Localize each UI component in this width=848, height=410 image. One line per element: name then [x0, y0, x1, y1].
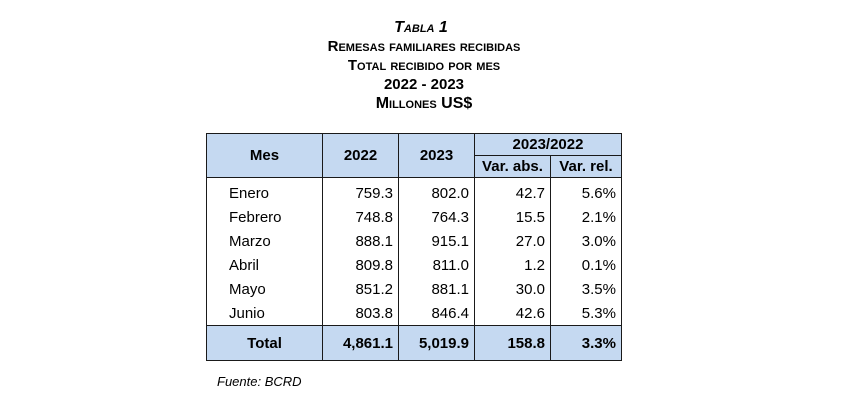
cell-var-abs: 27.0 — [474, 229, 551, 253]
cell-2023: 846.4 — [398, 301, 475, 326]
header-group-2023-2022: 2023/2022 — [474, 133, 622, 156]
cell-mes: Enero — [206, 177, 323, 205]
table-row: Mayo 851.2 881.1 30.0 3.5% — [206, 277, 622, 301]
cell-2023: 764.3 — [398, 205, 475, 229]
cell-var-abs: 42.6 — [474, 301, 551, 326]
table-row: Marzo 888.1 915.1 27.0 3.0% — [206, 229, 622, 253]
header-var-abs: Var. abs. — [474, 155, 551, 178]
cell-mes: Marzo — [206, 229, 323, 253]
cell-2023: 802.0 — [398, 177, 475, 205]
total-var-abs: 158.8 — [474, 325, 551, 361]
header-2022: 2022 — [322, 133, 399, 178]
cell-2022: 803.8 — [322, 301, 399, 326]
cell-var-rel: 3.0% — [550, 229, 622, 253]
cell-var-rel: 3.5% — [550, 277, 622, 301]
header-mes: Mes — [206, 133, 323, 178]
cell-mes: Abril — [206, 253, 323, 277]
cell-var-rel: 5.3% — [550, 301, 622, 326]
cell-2023: 915.1 — [398, 229, 475, 253]
total-label: Total — [206, 325, 323, 361]
cell-var-rel: 2.1% — [550, 205, 622, 229]
header-2023: 2023 — [398, 133, 475, 178]
cell-var-abs: 42.7 — [474, 177, 551, 205]
cell-mes: Febrero — [206, 205, 323, 229]
cell-var-abs: 1.2 — [474, 253, 551, 277]
table-row: Abril 809.8 811.0 1.2 0.1% — [206, 253, 622, 277]
table-title: Remesas familiares recibidas — [327, 38, 521, 55]
table-title-block: Tabla 1 Remesas familiares recibidas Tot… — [0, 18, 848, 113]
cell-2023: 881.1 — [398, 277, 475, 301]
cell-var-abs: 30.0 — [474, 277, 551, 301]
table-row: Febrero 748.8 764.3 15.5 2.1% — [206, 205, 622, 229]
total-2022: 4,861.1 — [322, 325, 399, 361]
cell-2023: 811.0 — [398, 253, 475, 277]
cell-var-rel: 0.1% — [550, 253, 622, 277]
cell-mes: Junio — [206, 301, 323, 326]
total-row: Total 4,861.1 5,019.9 158.8 3.3% — [206, 325, 622, 361]
cell-2022: 759.3 — [322, 177, 399, 205]
cell-var-abs: 15.5 — [474, 205, 551, 229]
cell-2022: 851.2 — [322, 277, 399, 301]
total-2023: 5,019.9 — [398, 325, 475, 361]
header-var-rel: Var. rel. — [550, 155, 622, 178]
table-subtitle: Total recibido por mes — [347, 57, 501, 74]
cell-mes: Mayo — [206, 277, 323, 301]
cell-2022: 748.8 — [322, 205, 399, 229]
table-row: Junio 803.8 846.4 42.6 5.3% — [206, 301, 622, 326]
total-var-rel: 3.3% — [550, 325, 622, 361]
table-number: Tabla 1 — [394, 19, 448, 36]
table-units: Millones US$ — [375, 95, 473, 112]
cell-2022: 809.8 — [322, 253, 399, 277]
cell-2022: 888.1 — [322, 229, 399, 253]
cell-var-rel: 5.6% — [550, 177, 622, 205]
remittances-table: Mes 2022 2023 2023/2022 Var. abs. Var. r… — [206, 133, 622, 361]
table-row: Enero 759.3 802.0 42.7 5.6% — [206, 177, 622, 205]
table-period: 2022 - 2023 — [383, 76, 465, 93]
source-note: Fuente: BCRD — [217, 374, 302, 389]
